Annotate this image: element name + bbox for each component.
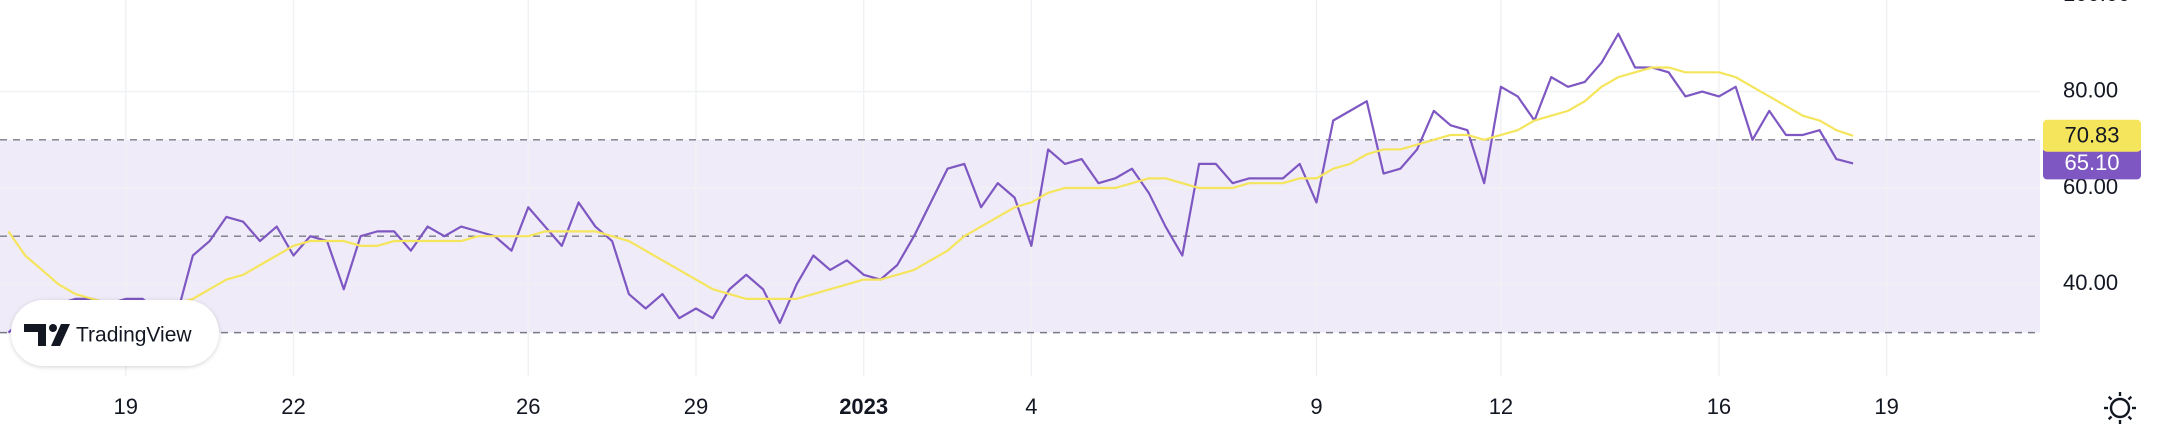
overlay-layer: TradingView 100.0080.0060.0040.001922262… <box>11 0 2141 424</box>
series-line <box>7 66 1854 305</box>
x-tick-label: 19 <box>1874 394 1898 419</box>
price-tag: 65.10 <box>2043 147 2141 180</box>
y-tick-label: 80.00 <box>2063 77 2118 102</box>
x-tick-label: 16 <box>1707 394 1731 419</box>
price-tag-box <box>2043 147 2141 180</box>
background-layer <box>0 0 2040 376</box>
price-tag: 70.83 <box>2043 119 2141 152</box>
x-tick-label: 19 <box>114 394 138 419</box>
x-tick-label: 29 <box>684 394 708 419</box>
x-tick-label: 26 <box>516 394 540 419</box>
watermark-box[interactable] <box>11 300 219 366</box>
series-line <box>7 32 1854 334</box>
x-tick-label: 4 <box>1025 394 1037 419</box>
settings-icon[interactable] <box>2104 392 2136 424</box>
x-tick-label: 12 <box>1489 394 1513 419</box>
price-tag-box <box>2043 119 2141 152</box>
price-tag-label: 70.83 <box>2064 123 2119 148</box>
lines-layer <box>7 32 1854 334</box>
x-tick-label: 2023 <box>839 394 888 419</box>
y-tick-label: 100.00 <box>2063 0 2130 6</box>
x-tick-label: 22 <box>281 394 305 419</box>
x-tick-label: 9 <box>1310 394 1322 419</box>
y-tick-label: 40.00 <box>2063 270 2118 295</box>
watermark[interactable]: TradingView <box>11 300 219 366</box>
price-tag-label: 65.10 <box>2064 150 2119 175</box>
watermark-logo <box>24 324 70 346</box>
watermark-text: TradingView <box>76 324 192 347</box>
